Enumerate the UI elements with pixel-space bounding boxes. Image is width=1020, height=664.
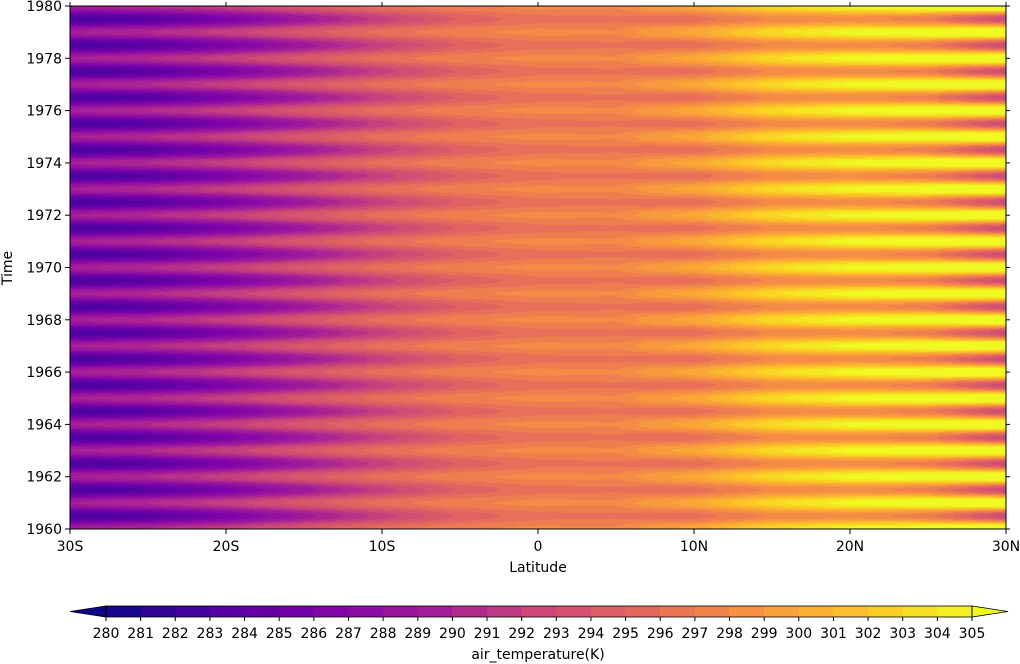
colorbar-segment [868, 606, 904, 617]
colorbar-segment [383, 606, 419, 617]
colorbar-segment [313, 606, 349, 617]
heatmap-field [70, 6, 1006, 529]
y-tick-label: 1972 [26, 208, 62, 224]
y-axis-label: Time [0, 251, 16, 286]
colorbar-extend-high [971, 605, 1009, 618]
colorbar-segment [937, 606, 973, 617]
x-tick-label: 20N [836, 539, 864, 555]
colorbar-segment [487, 606, 523, 617]
x-axis-ticks: 30S 20S 10S 0 10N 20N 30N [57, 2, 1020, 555]
colorbar-tick-label: 281 [127, 626, 154, 642]
colorbar-segment [798, 606, 834, 617]
colorbar-segment [660, 606, 696, 617]
colorbar-tick-label: 300 [785, 626, 812, 642]
colorbar-tick-label: 287 [335, 626, 362, 642]
colorbar-tick-label: 293 [543, 626, 570, 642]
colorbar: 280 281 282 283 284 285 286 287 288 289 290 291 292 2… [69, 605, 1009, 642]
colorbar-tick-label: 305 [959, 626, 986, 642]
colorbar-segment [625, 606, 661, 617]
colorbar-segment [175, 606, 211, 617]
colorbar-tick-label: 291 [474, 626, 501, 642]
colorbar-segment [902, 606, 938, 617]
colorbar-tick-label: 284 [231, 626, 258, 642]
colorbar-tick-label: 298 [716, 626, 743, 642]
colorbar-segment [833, 606, 869, 617]
x-tick-label: 10S [369, 539, 396, 555]
colorbar-label: air_temperature(K) [471, 647, 604, 663]
y-tick-label: 1978 [26, 51, 62, 67]
y-axis-ticks: 1960 1962 1964 1966 1968 1970 1972 1974 1976 1978… [26, 0, 1010, 538]
colorbar-segment [694, 606, 731, 617]
colorbar-tick-label: 285 [266, 626, 293, 642]
colorbar-tick-label: 282 [162, 626, 189, 642]
x-tick-label: 0 [534, 539, 543, 555]
colorbar-tick-label: 292 [508, 626, 535, 642]
colorbar-segment [729, 606, 765, 617]
colorbar-segment [209, 606, 246, 617]
y-tick-label: 1970 [26, 261, 62, 277]
colorbar-tick-label: 297 [682, 626, 709, 642]
y-tick-label: 1974 [26, 156, 62, 172]
y-tick-label: 1968 [26, 313, 62, 329]
colorbar-tick-label: 290 [439, 626, 466, 642]
colorbar-tick-label: 286 [300, 626, 327, 642]
colorbar-extend-low [69, 605, 107, 618]
y-tick-label: 1964 [26, 417, 62, 433]
colorbar-segment [764, 606, 800, 617]
colorbar-tick-label: 295 [612, 626, 639, 642]
colorbar-tick-label: 289 [404, 626, 431, 642]
plot-area [69, 5, 1007, 530]
colorbar-segment [140, 606, 176, 617]
x-axis-label: Latitude [509, 560, 567, 576]
y-tick-label: 1962 [26, 470, 62, 486]
x-tick-label: 30N [992, 539, 1020, 555]
y-tick-label: 1966 [26, 365, 62, 381]
y-tick-label: 1960 [26, 522, 62, 538]
colorbar-segment [556, 606, 592, 617]
colorbar-tick-label: 302 [855, 626, 882, 642]
colorbar-tick-label: 280 [93, 626, 120, 642]
colorbar-segment [244, 606, 280, 617]
y-tick-label: 1980 [26, 0, 62, 15]
x-tick-label: 30S [57, 539, 84, 555]
y-tick-label: 1976 [26, 104, 62, 120]
colorbar-tick-label: 283 [197, 626, 224, 642]
colorbar-tick-label: 304 [924, 626, 951, 642]
colorbar-tick-label: 301 [820, 626, 847, 642]
colorbar-segment [521, 606, 557, 617]
colorbar-tick-label: 299 [751, 626, 778, 642]
colorbar-tick-label: 288 [370, 626, 397, 642]
colorbar-segment [279, 606, 315, 617]
colorbar-segment [348, 606, 384, 617]
colorbar-segment [106, 606, 142, 617]
colorbar-frame [105, 605, 973, 618]
colorbar-segment [590, 606, 627, 617]
x-tick-label: 10N [680, 539, 708, 555]
colorbar-tick-label: 303 [889, 626, 916, 642]
colorbar-segment [417, 606, 453, 617]
colorbar-segment [452, 606, 488, 617]
x-tick-label: 20S [213, 539, 240, 555]
colorbar-tick-label: 296 [647, 626, 674, 642]
colorbar-tick-label: 294 [578, 626, 605, 642]
